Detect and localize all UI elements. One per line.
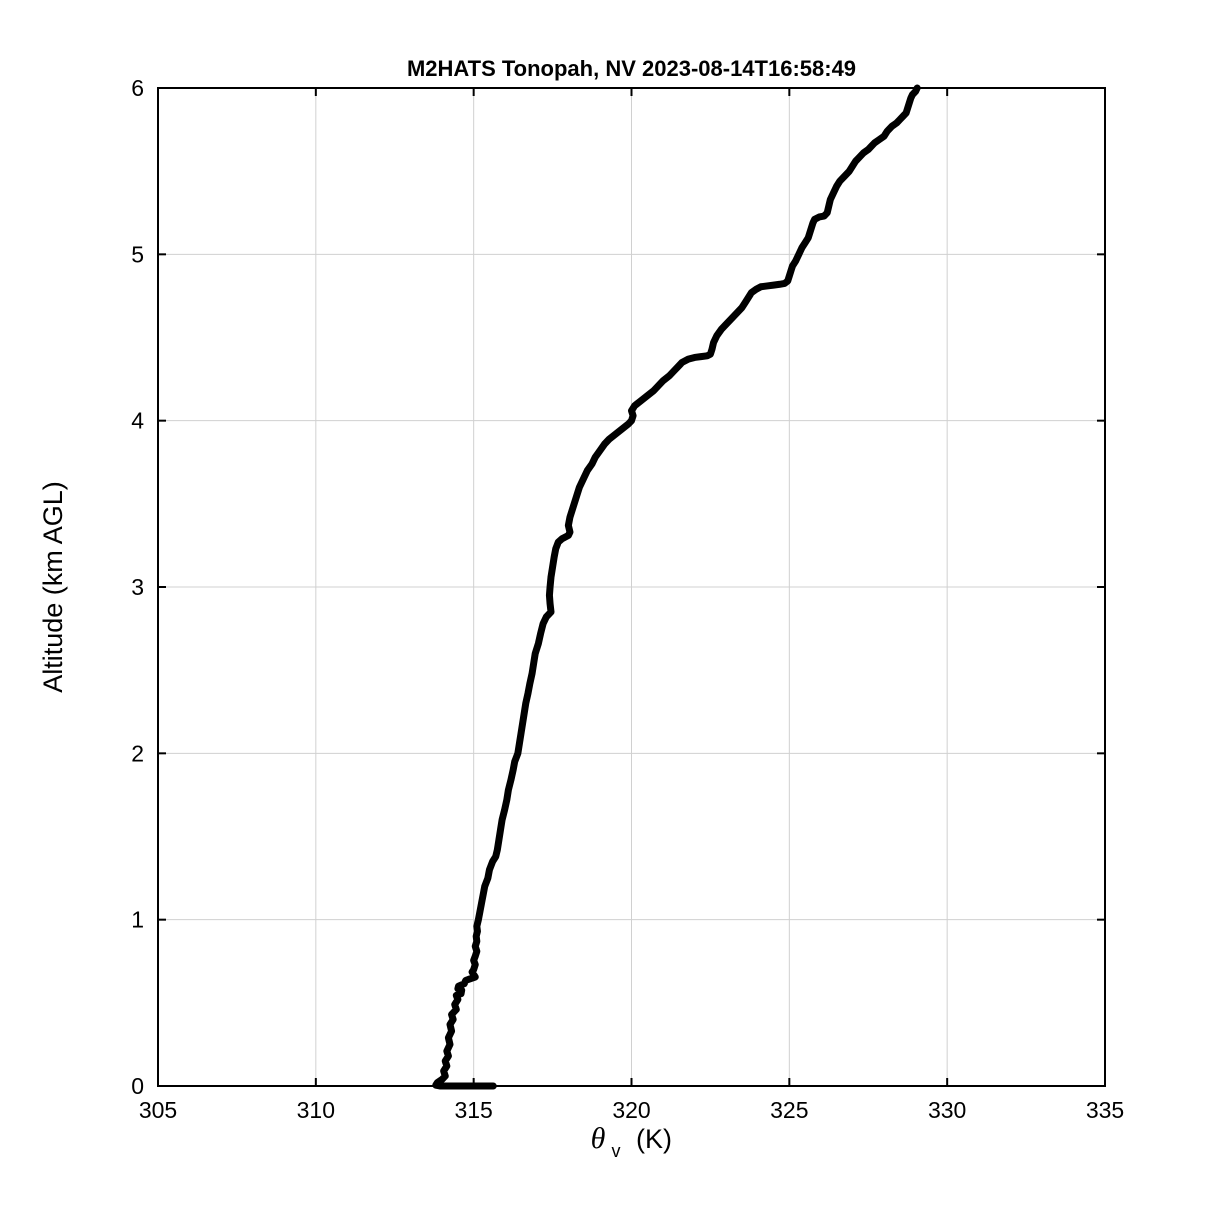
grid-lines: [158, 88, 1105, 1086]
data-series-line: [157, 84, 1106, 1090]
x-axis-theta-symbol: θ: [591, 1122, 606, 1155]
y-tick-label: 5: [131, 241, 144, 267]
x-tick-label: 325: [770, 1097, 808, 1123]
x-tick-label: 310: [297, 1097, 335, 1123]
y-axis-title-text: Altitude (km AGL): [38, 481, 68, 693]
x-tick-label: 315: [454, 1097, 492, 1123]
y-tick-label: 3: [131, 574, 144, 600]
x-tick-label: 335: [1086, 1097, 1124, 1123]
page-title: M2HATS Tonopah, NV 2023-08-14T16:58:49: [406, 56, 857, 81]
x-tick-label: 305: [139, 1097, 177, 1123]
y-axis-title: Altitude (km AGL): [38, 481, 68, 693]
x-axis-units: (K): [636, 1124, 672, 1154]
x-tick-labels: 305 310 315 320 325 330 335: [139, 1097, 1124, 1123]
y-tick-label: 4: [131, 408, 144, 434]
y-tick-labels: 0 1 2 3 4 5 6: [131, 75, 144, 1099]
y-tick-label: 0: [131, 1073, 144, 1099]
y-tick-label: 2: [131, 740, 144, 766]
data-line: [432, 84, 921, 1090]
axes-box-overlay: [157, 87, 1106, 1087]
x-tick-label: 330: [928, 1097, 966, 1123]
x-axis-title: θ v (K): [591, 1122, 672, 1161]
y-tick-label: 1: [131, 907, 144, 933]
y-tick-label: 6: [131, 75, 144, 101]
x-axis-subscript-v: v: [612, 1141, 621, 1161]
x-tick-label: 320: [612, 1097, 650, 1123]
